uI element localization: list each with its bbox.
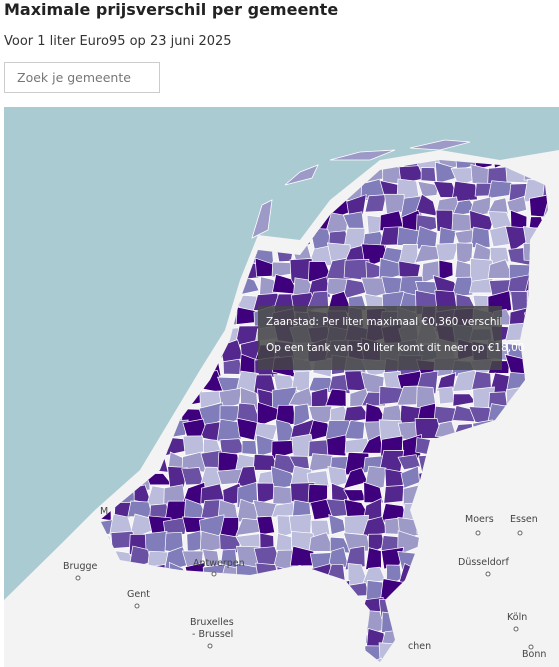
municipality <box>451 276 474 298</box>
place-label: Brugge <box>63 561 98 572</box>
municipality <box>327 466 348 488</box>
place-label: Düsseldorf <box>458 557 509 568</box>
municipality <box>435 242 459 263</box>
subtitle: Voor 1 liter Euro95 op 23 juni 2025 <box>4 34 232 49</box>
municipality <box>438 386 456 405</box>
place-label: Gent <box>127 589 150 600</box>
municipality <box>397 454 421 471</box>
municipality <box>451 180 478 203</box>
place-dot <box>134 603 140 609</box>
title: Maximale prijsverschil per gemeente <box>4 0 339 19</box>
place-label: Köln <box>507 612 527 623</box>
municipality <box>398 243 419 266</box>
municipality <box>216 418 242 442</box>
tooltip-line: Zaanstad: Per liter maximaal €0,360 vers… <box>266 316 502 328</box>
municipality <box>487 197 509 216</box>
place-dot <box>75 575 81 581</box>
municipality <box>325 388 347 407</box>
place-label: Moers <box>465 514 494 525</box>
place-label: chen <box>408 641 431 652</box>
municipality <box>186 530 203 553</box>
place-labels: Moers Essen Brugge Antwerpen Düsseldorf Gent B… <box>63 506 546 660</box>
municipality <box>542 194 548 220</box>
place-dot <box>513 626 519 632</box>
municipality <box>470 226 491 248</box>
place-label: Bruxelles <box>190 617 234 628</box>
municipality <box>487 180 513 199</box>
place-label: - Brussel <box>192 629 233 640</box>
municipality <box>293 403 311 429</box>
place-label: M <box>100 506 108 517</box>
place-dot <box>207 643 213 649</box>
place-label: Essen <box>510 514 538 525</box>
municipality <box>346 194 367 218</box>
tooltip-line: Op een tank van 50 liter komt dit neer o… <box>266 342 524 354</box>
wadden-islands <box>251 139 471 239</box>
municipality <box>365 547 382 571</box>
tooltip: Zaanstad: Per liter maximaal €0,360 vers… <box>258 306 524 370</box>
place-dot <box>528 644 534 650</box>
municipality <box>420 167 437 183</box>
search-input[interactable]: Zoek je gemeente <box>4 62 160 93</box>
place-dot <box>211 571 217 577</box>
municipality <box>417 180 439 198</box>
municipality <box>307 483 328 508</box>
municipality <box>326 434 347 457</box>
municipality <box>241 440 258 455</box>
municipality <box>367 657 388 662</box>
map[interactable]: Moers Essen Brugge Antwerpen Düsseldorf Gent B… <box>4 107 559 667</box>
municipality <box>438 259 454 281</box>
municipality <box>363 481 384 504</box>
place-label: Bonn <box>522 649 546 660</box>
municipality <box>256 515 276 536</box>
place-label: Antwerpen <box>193 558 245 569</box>
place-dot <box>475 530 481 536</box>
municipality <box>383 485 405 504</box>
place-dot <box>485 571 491 577</box>
municipality <box>364 194 387 213</box>
place-dot <box>517 530 523 536</box>
sea <box>4 107 559 600</box>
municipality <box>506 195 528 215</box>
tooltip-box <box>258 306 502 370</box>
